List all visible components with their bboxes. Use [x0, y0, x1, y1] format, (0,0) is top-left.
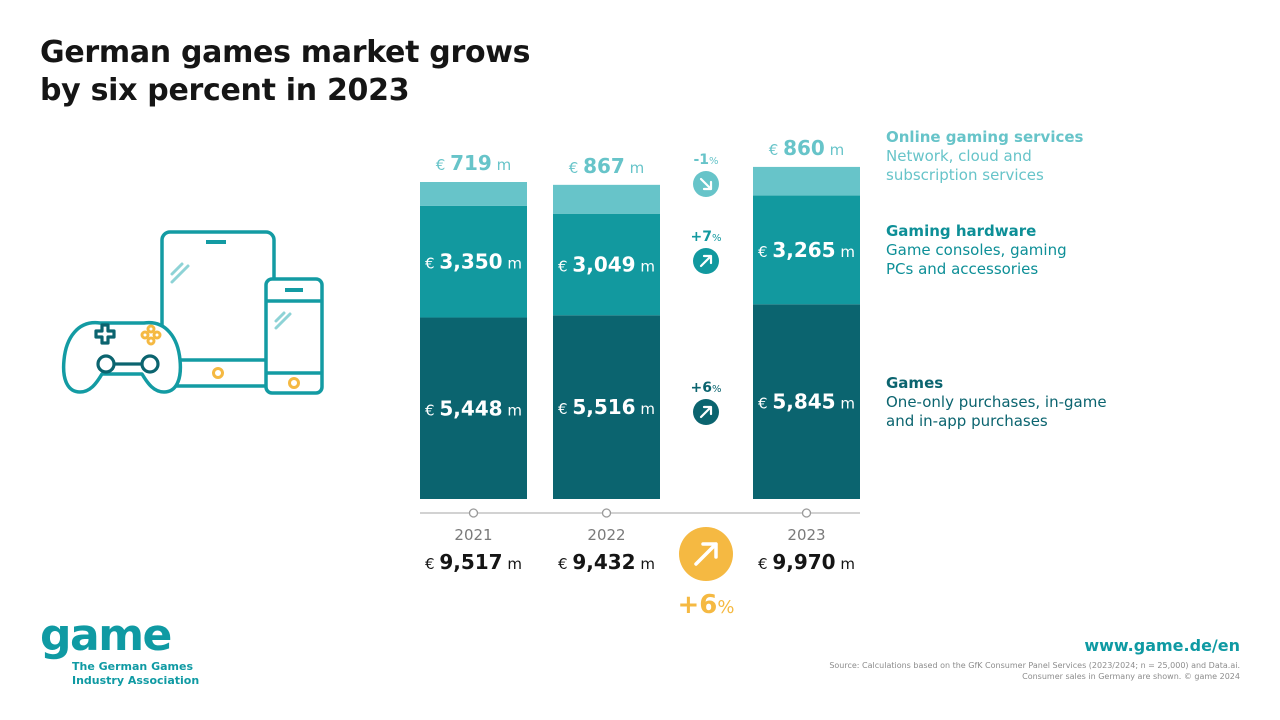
source-line-1: Source: Calculations based on the GfK Co…	[829, 661, 1240, 670]
label-online-2022: € 867 m	[569, 154, 644, 178]
source-note: Source: Calculations based on the GfK Co…	[829, 660, 1240, 682]
label-games-2021: € 5,448 m	[425, 396, 522, 420]
logo-wordmark: game	[40, 610, 172, 661]
bar-online-2021	[420, 182, 527, 206]
arrow-up-right-icon	[699, 405, 713, 419]
year-label-2023: 2023	[787, 526, 825, 544]
source-line-2: Consumer sales in Germany are shown. © g…	[1022, 672, 1240, 681]
game-logo: game The German Games Industry Associati…	[40, 612, 199, 688]
label-online-2021: € 719 m	[436, 151, 511, 175]
total-label-2023: € 9,970 m	[758, 550, 855, 574]
bar-games-2021	[420, 317, 527, 499]
total-change-badge	[679, 527, 733, 581]
axis-tick-2023	[801, 508, 812, 518]
logo-line-1: The German Games	[72, 660, 194, 673]
bar-games-2022	[553, 315, 660, 499]
bar-games-2023	[753, 304, 860, 499]
change-label-hardware: +7%	[691, 229, 722, 245]
smartphone-icon	[264, 277, 324, 395]
label-online-2023: € 860 m	[769, 136, 844, 160]
legend-online-title: Online gaming services	[886, 128, 1084, 146]
title-line-1: German games market grows	[40, 35, 531, 70]
total-label-2021: € 9,517 m	[425, 550, 522, 574]
bar-hardware-2021	[420, 205, 527, 318]
arrow-up-right-icon	[694, 542, 718, 566]
legend-games-desc: One-only purchases, in-game and in-app p…	[886, 393, 1107, 430]
axis-tick-2021	[468, 508, 479, 518]
logo-line-2: Industry Association	[72, 674, 200, 687]
legend-online-services: Online gaming services Network, cloud an…	[886, 128, 1216, 185]
website-link[interactable]: www.game.de/en	[1084, 636, 1240, 655]
bar-online-2023	[753, 166, 860, 196]
arrow-up-right-icon	[699, 254, 713, 268]
axis-tick-2022	[601, 508, 612, 518]
change-label-online: -1%	[693, 152, 718, 168]
change-badge-online	[693, 171, 719, 197]
bar-hardware-2022	[553, 213, 660, 316]
legend-hardware: Gaming hardware Game consoles, gaming PC…	[886, 222, 1216, 279]
gaming-devices-icon	[61, 230, 324, 395]
year-label-2021: 2021	[454, 526, 492, 544]
page-title: German games market grows by six percent…	[40, 34, 531, 110]
label-games-2023: € 5,845 m	[758, 390, 855, 414]
bar-online-2022	[553, 184, 660, 214]
legend-games-title: Games	[886, 374, 944, 392]
label-hardware-2023: € 3,265 m	[758, 238, 855, 262]
label-hardware-2022: € 3,049 m	[558, 252, 655, 276]
bar-hardware-2023	[753, 195, 860, 305]
total-change-label: +6%	[678, 590, 735, 620]
title-line-2: by six percent in 2023	[40, 73, 410, 108]
legend-online-desc: Network, cloud and subscription services	[886, 147, 1044, 184]
year-label-2022: 2022	[587, 526, 625, 544]
change-badge-hardware	[693, 248, 719, 274]
legend-games: Games One-only purchases, in-game and in…	[886, 374, 1216, 431]
label-games-2022: € 5,516 m	[558, 395, 655, 419]
change-label-games: +6%	[691, 380, 722, 396]
label-hardware-2021: € 3,350 m	[425, 250, 522, 274]
arrow-down-right-icon	[699, 177, 713, 191]
change-badge-games	[693, 399, 719, 425]
legend-hardware-title: Gaming hardware	[886, 222, 1037, 240]
game-controller-icon	[61, 321, 183, 394]
legend-hardware-desc: Game consoles, gaming PCs and accessorie…	[886, 241, 1067, 278]
total-label-2022: € 9,432 m	[558, 550, 655, 574]
